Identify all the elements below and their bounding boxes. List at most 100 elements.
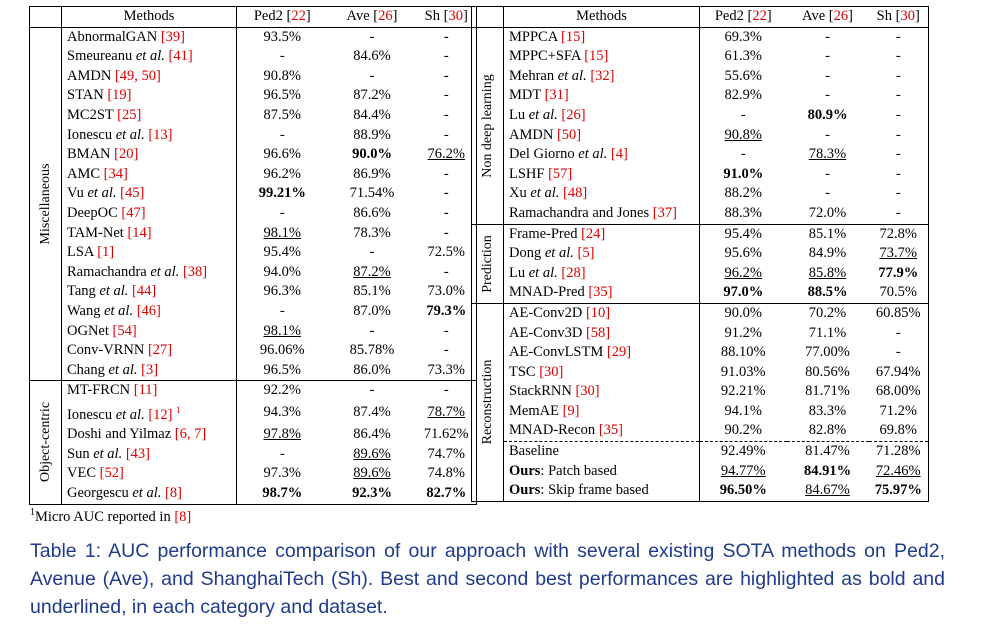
- table-row: Ramachandra et al. [38] 94.0% 87.2% -: [30, 262, 477, 283]
- method-label: AMDN: [67, 67, 112, 84]
- score-ave-value: -: [369, 28, 375, 45]
- score-ave-value: -: [825, 185, 830, 202]
- table-row: MPPC+SFA [15] 61.3% - -: [472, 47, 929, 67]
- header-ped2: Ped2 [22]: [699, 6, 787, 28]
- score-ped2-value: 96.06%: [259, 342, 305, 359]
- score-ave: 85.1%: [328, 282, 417, 302]
- et-al: et al.: [135, 48, 165, 65]
- score-ave: 81.47%: [786, 441, 869, 462]
- header-row: Methods Ped2 [22] Ave [26] Sh [30]: [29, 6, 477, 28]
- score-sh-value: -: [895, 106, 901, 123]
- score-ped2: 97.0%: [700, 283, 787, 303]
- method-name: AMC [34]: [61, 164, 237, 185]
- score-ped2-value: 97.3%: [263, 465, 301, 482]
- method-ref: [35]: [588, 284, 613, 301]
- score-ave-value: 82.8%: [808, 422, 847, 439]
- score-ave: 71.1%: [787, 324, 869, 344]
- score-ave: -: [327, 380, 417, 401]
- score-sh-value: 78.7%: [427, 404, 465, 421]
- score-ave-value: 86.6%: [353, 204, 391, 221]
- table-row: Lu et al. [28] 96.2% 85.8% 77.9%: [472, 263, 929, 284]
- score-sh: -: [416, 47, 477, 67]
- score-sh: 69.8%: [868, 421, 929, 442]
- method-label: TSC: [509, 363, 536, 380]
- score-ped2-value: 96.50%: [719, 482, 767, 499]
- score-sh: -: [868, 125, 929, 146]
- table-row: Smeureanu et al. [41] - 84.6% -: [30, 47, 477, 67]
- score-ped2: 94.77%: [700, 462, 787, 482]
- score-sh: 67.94%: [868, 362, 929, 383]
- right-table: Methods Ped2 [22] Ave [26] Sh [30] Non deep…: [471, 6, 929, 502]
- score-sh: -: [868, 66, 929, 87]
- method-label: DeepOC: [67, 204, 118, 221]
- score-ave-value: 80.9%: [807, 106, 848, 123]
- score-ave: 81.71%: [787, 382, 869, 402]
- method-ref: [30]: [539, 363, 564, 380]
- method-label: Dong: [509, 245, 542, 262]
- method-ref: [54]: [112, 322, 137, 339]
- score-sh: 74.8%: [416, 464, 477, 485]
- method-ref: [9]: [562, 402, 580, 419]
- score-ave-value: -: [825, 87, 830, 104]
- et-al: et al.: [108, 361, 138, 378]
- score-ped2-value: 91.03%: [720, 363, 766, 380]
- method-label: Ours: [509, 462, 541, 479]
- method-name: Ramachandra and Jones [37]: [503, 203, 700, 225]
- score-ave: 86.0%: [328, 361, 417, 381]
- score-sh: 72.8%: [868, 223, 929, 245]
- table-row: Wang et al. [46] - 87.0% 79.3%: [30, 301, 477, 322]
- header-ave-ref: 26: [833, 8, 849, 24]
- score-ped2-value: 98.1%: [263, 224, 301, 241]
- score-ave-value: 81.47%: [805, 443, 850, 460]
- score-ped2: -: [237, 126, 328, 146]
- score-ave-value: 84.91%: [803, 462, 852, 479]
- score-sh-value: 73.0%: [427, 283, 465, 300]
- score-ave: -: [787, 86, 869, 106]
- group-label: Miscellaneous: [37, 163, 53, 245]
- score-ave: 85.8%: [787, 264, 869, 284]
- method-ref: [52]: [99, 465, 124, 482]
- method-label: Smeureanu: [67, 48, 133, 65]
- score-sh-value: -: [443, 28, 449, 45]
- score-sh-value: -: [443, 224, 449, 241]
- et-al: et al.: [99, 283, 129, 300]
- score-ave: -: [787, 67, 869, 87]
- header-sh-label: Sh: [424, 8, 440, 24]
- method-label: TAM-Net: [67, 224, 124, 241]
- method-ref: [46]: [136, 302, 161, 319]
- footnote-marker: 1: [30, 507, 35, 518]
- score-ave-value: 88.9%: [353, 126, 391, 143]
- score-ped2: 61.3%: [700, 47, 787, 67]
- method-ref: [5]: [577, 245, 595, 262]
- table-row: Chang et al. [3] 96.5% 86.0% 73.3%: [30, 360, 477, 381]
- header-sh: Sh [30]: [416, 6, 477, 28]
- score-ped2: 55.6%: [700, 67, 787, 87]
- score-ave-value: 80.56%: [805, 363, 850, 380]
- method-label: MT-FRCN: [67, 382, 131, 399]
- method-label: StackRNN: [509, 383, 572, 400]
- method-name: Sun et al. [43]: [61, 444, 237, 465]
- header-ave-label: Ave: [346, 8, 370, 24]
- table-row: Ours: Skip frame based 96.50% 84.67% 75.97%: [472, 481, 929, 502]
- method-label: AbnormalGAN: [67, 28, 158, 45]
- table-row: MNAD-Recon [35] 90.2% 82.8% 69.8%: [472, 421, 929, 442]
- et-al: et al.: [544, 245, 574, 262]
- score-sh: -: [416, 164, 477, 185]
- score-sh-value: -: [443, 165, 449, 182]
- score-ped2: 97.3%: [237, 464, 328, 484]
- score-ped2-value: 92.49%: [720, 443, 766, 460]
- method-name: STAN [19]: [61, 86, 237, 106]
- score-ave-value: 85.78%: [349, 342, 395, 359]
- table-row: MDT [31] 82.9% - -: [472, 86, 929, 106]
- method-label: Lu: [509, 264, 526, 281]
- score-sh-value: 77.9%: [878, 264, 919, 281]
- score-sh-value: -: [895, 204, 901, 221]
- group-label-cell: Miscellaneous: [29, 27, 62, 381]
- method-label: Frame-Pred: [509, 225, 578, 242]
- score-ave-value: 77.00%: [805, 344, 850, 361]
- method-ref: [35]: [598, 422, 623, 439]
- group-label: Non deep learning: [479, 73, 495, 178]
- method-ref: [32]: [590, 67, 615, 84]
- score-sh-value: -: [443, 342, 449, 359]
- score-ave-value: 84.9%: [808, 245, 847, 262]
